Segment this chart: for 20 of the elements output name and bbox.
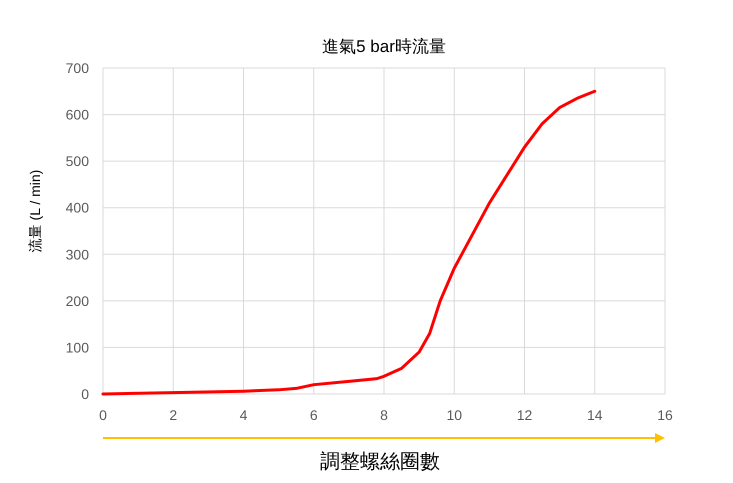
x-tick-label: 16 [657, 407, 673, 423]
y-tick-label: 500 [66, 153, 90, 170]
x-tick-label: 12 [516, 407, 532, 423]
y-tick-label: 600 [66, 106, 90, 123]
x-tick-label: 6 [310, 407, 318, 423]
y-tick-label: 100 [66, 339, 90, 356]
y-tick-label: 300 [66, 246, 90, 262]
x-tick-label: 14 [586, 407, 603, 423]
x-tick-label: 2 [169, 407, 178, 423]
y-tick-label: 700 [66, 60, 90, 76]
x-tick-label: 4 [240, 407, 248, 423]
x-tick-label: 0 [99, 407, 108, 423]
y-tick-label: 400 [66, 200, 90, 216]
x-axis-title: 調整螺絲圈數 [320, 451, 440, 473]
x-tick-label: 10 [446, 407, 462, 423]
chart-title: 進氣5 bar時流量 [322, 37, 446, 56]
y-tick-label: 0 [81, 386, 90, 402]
x-tick-label: 8 [380, 407, 388, 423]
y-tick-label: 200 [66, 292, 90, 309]
y-axis-title: 流量 (L / min) [27, 170, 43, 252]
